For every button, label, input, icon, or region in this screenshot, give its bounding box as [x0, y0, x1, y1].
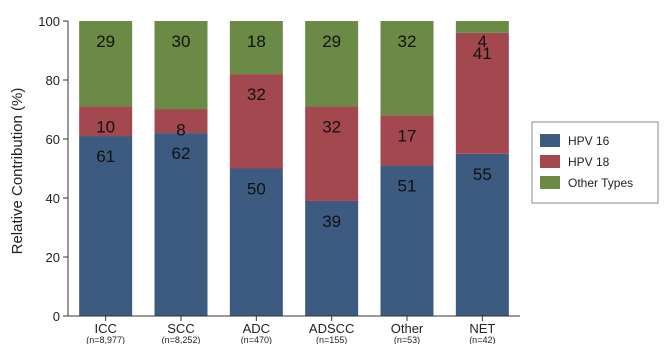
- bar-segment: [79, 136, 133, 316]
- legend: HPV 16 HPV 18 Other Types: [531, 121, 659, 204]
- category-count-label: (n=42): [469, 335, 495, 344]
- x-axis: ICC(n=8,977)SCC(n=8,252)ADC(n=470)ADSCC(…: [68, 315, 520, 344]
- legend-label: Other Types: [568, 176, 633, 190]
- y-tick-label: 0: [53, 309, 60, 324]
- data-label: 62: [172, 144, 191, 163]
- y-axis-title: Relative Contribution (%): [9, 88, 26, 255]
- bar-segment: [455, 32, 509, 154]
- legend-label: HPV 16: [568, 134, 610, 148]
- data-label: 17: [398, 126, 417, 145]
- y-axis: 0 20 40 60 80 100: [38, 14, 69, 324]
- data-label: 51: [398, 177, 417, 196]
- bar-segment: [229, 74, 283, 169]
- x-tick-label: ADC: [243, 321, 270, 336]
- legend-swatch: [540, 176, 560, 189]
- data-label: 10: [96, 118, 115, 137]
- x-tick-label: ADSCC: [309, 321, 355, 336]
- data-label: 29: [322, 32, 341, 51]
- x-tick-label: Other: [391, 321, 424, 336]
- bar-segment: [455, 21, 509, 33]
- data-label: 32: [398, 32, 417, 51]
- bar-segment: [380, 21, 434, 116]
- legend-swatch: [540, 134, 560, 147]
- bar-segment: [154, 109, 208, 134]
- data-label: 32: [322, 118, 341, 137]
- bar-segment: [380, 115, 434, 166]
- data-label: 55: [473, 165, 492, 184]
- x-tick-label: ICC: [94, 321, 116, 336]
- bar-segment: [305, 200, 359, 316]
- bar-segment: [305, 106, 359, 201]
- x-tick-label: SCC: [167, 321, 194, 336]
- data-label: 18: [247, 32, 266, 51]
- bar-segment: [79, 21, 133, 107]
- bar-segment: [305, 21, 359, 107]
- y-tick-label: 100: [38, 14, 60, 29]
- data-label: 39: [322, 212, 341, 231]
- bar-segment: [455, 153, 509, 316]
- bar-segment: [229, 168, 283, 316]
- data-label: 32: [247, 85, 266, 104]
- data-label: 30: [172, 32, 191, 51]
- data-label: 61: [96, 147, 115, 166]
- data-label: 8: [176, 121, 185, 140]
- category-count-label: (n=8,977): [86, 335, 125, 344]
- data-label: 41: [473, 44, 492, 63]
- bar-segment: [380, 165, 434, 316]
- category-count-label: (n=470): [241, 335, 272, 344]
- category-count-label: (n=8,252): [162, 335, 201, 344]
- bar-segment: [229, 21, 283, 75]
- bar-segment: [79, 106, 133, 137]
- data-label: 50: [247, 180, 266, 199]
- x-tick-label: NET: [469, 321, 495, 336]
- data-label: 4: [478, 32, 487, 51]
- legend-label: HPV 18: [568, 155, 610, 169]
- y-tick-label: 80: [46, 73, 60, 88]
- bars: 61 10 29 62 8 30 50 32 18 39 32 29 51 17 32 55 414: [79, 21, 509, 316]
- category-count-label: (n=155): [316, 335, 347, 344]
- bar-segment: [154, 21, 208, 110]
- y-tick-label: 20: [46, 250, 60, 265]
- y-tick-label: 60: [46, 132, 60, 147]
- category-count-label: (n=53): [394, 335, 420, 344]
- data-label: 29: [96, 32, 115, 51]
- y-tick-label: 40: [46, 191, 60, 206]
- legend-swatch: [540, 155, 560, 168]
- bar-segment: [154, 133, 208, 316]
